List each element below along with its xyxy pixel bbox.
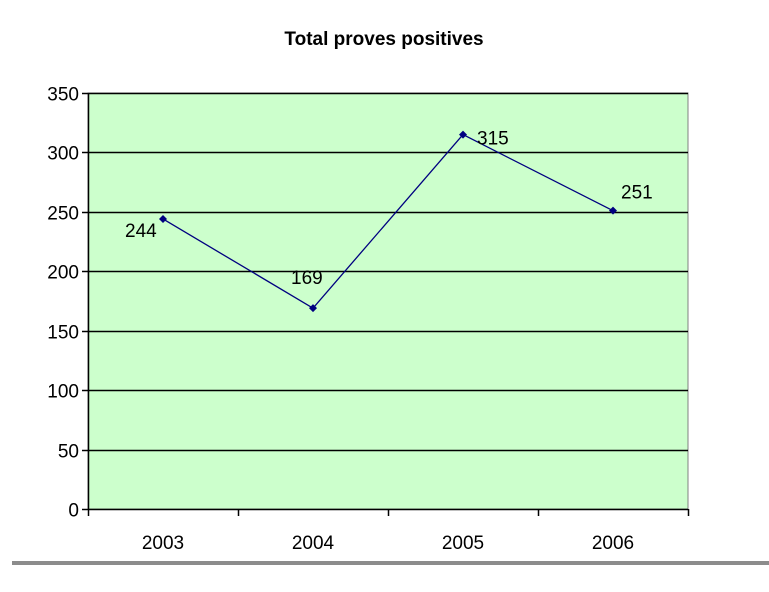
data-point bbox=[609, 206, 617, 215]
data-point bbox=[459, 130, 467, 139]
y-tick-label: 50 bbox=[58, 442, 79, 463]
data-label: 315 bbox=[477, 129, 509, 150]
x-axis-tick-labels: 2003 2004 2005 2006 bbox=[142, 533, 634, 554]
series-line bbox=[162, 133, 614, 309]
data-labels: 244 169 315 251 bbox=[125, 129, 653, 290]
y-tick-label: 350 bbox=[47, 85, 79, 106]
y-axis-tick-labels: 0 50 100 150 200 250 300 350 bbox=[47, 85, 79, 522]
y-tick-label: 250 bbox=[47, 204, 79, 225]
x-tick-label: 2004 bbox=[292, 533, 335, 554]
data-label: 244 bbox=[125, 221, 157, 242]
chart-svg: Total proves positives 0 50 100 150 200 250 30… bbox=[47, 29, 690, 554]
axes bbox=[82, 92, 690, 516]
y-tick-label: 200 bbox=[47, 263, 79, 284]
gridlines bbox=[88, 92, 688, 452]
data-point bbox=[309, 304, 317, 313]
y-tick-label: 150 bbox=[47, 323, 79, 344]
series-layer bbox=[159, 130, 617, 313]
plot-area bbox=[87, 92, 689, 510]
x-tick-label: 2005 bbox=[442, 533, 484, 554]
data-label: 169 bbox=[291, 268, 323, 289]
chart-title: Total proves positives bbox=[284, 29, 483, 50]
x-tick-label: 2003 bbox=[142, 533, 184, 554]
x-tick-label: 2006 bbox=[592, 533, 634, 554]
y-tick-label: 300 bbox=[47, 144, 79, 165]
bottom-divider bbox=[12, 561, 769, 565]
data-point bbox=[159, 214, 167, 223]
y-tick-label: 100 bbox=[47, 382, 79, 403]
y-tick-label: 0 bbox=[68, 501, 79, 522]
data-label: 251 bbox=[621, 183, 653, 204]
